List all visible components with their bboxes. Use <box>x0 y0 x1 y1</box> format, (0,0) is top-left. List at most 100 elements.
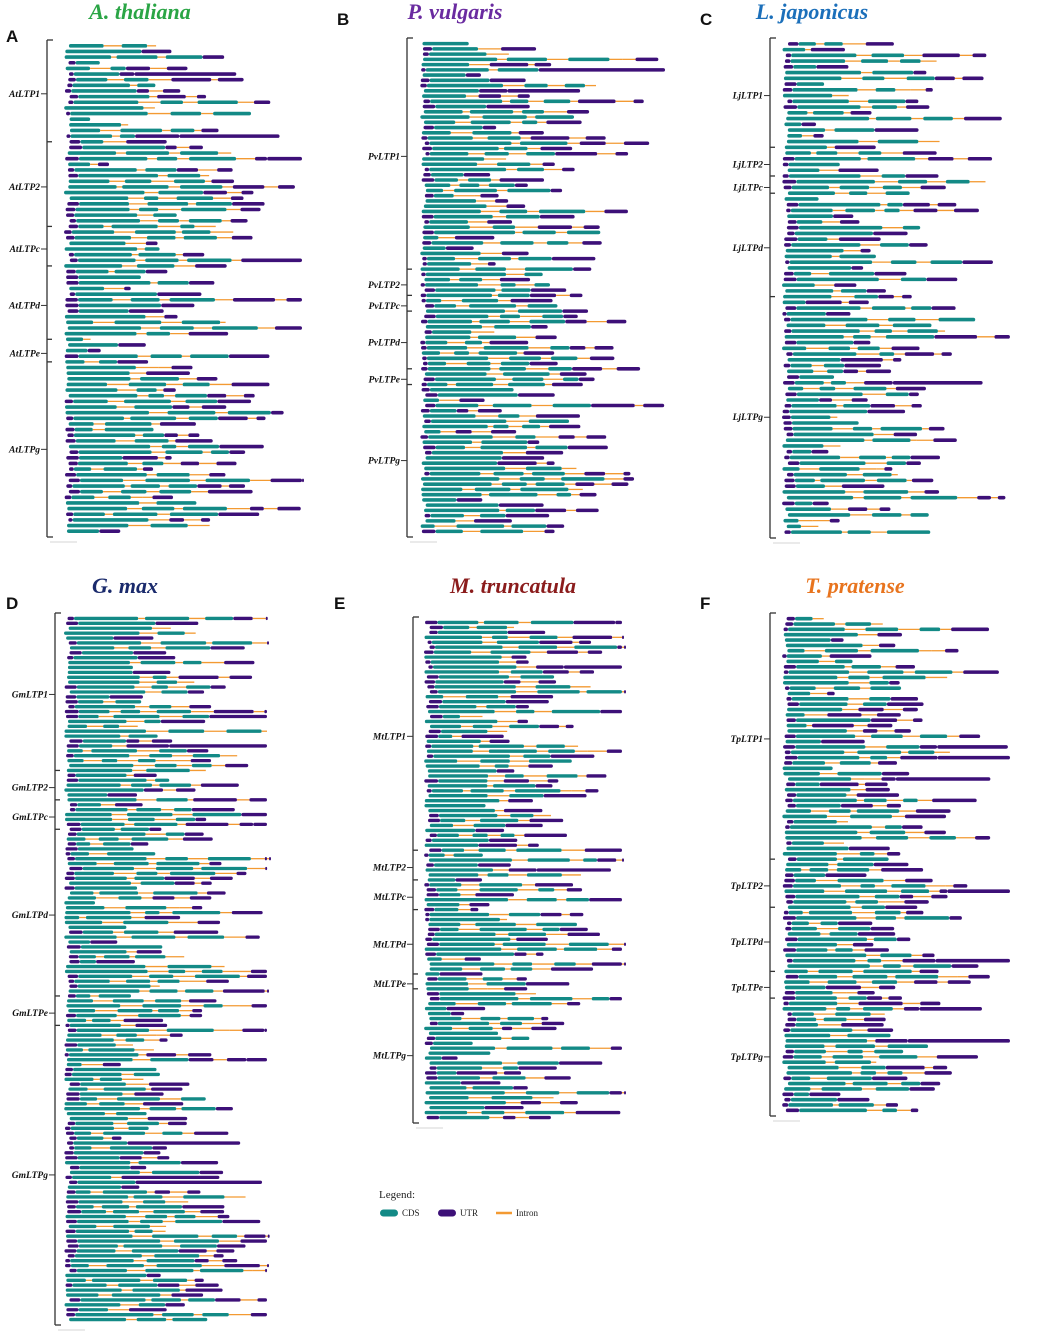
utr-mark <box>65 1067 74 1072</box>
utr-mark <box>66 1308 79 1312</box>
utr-mark <box>134 1092 164 1096</box>
gene-model <box>65 714 267 719</box>
cds-mark <box>73 512 105 517</box>
utr-mark <box>550 967 594 971</box>
utr-mark <box>833 214 854 218</box>
utr-mark <box>422 262 427 266</box>
cds-mark <box>138 207 159 212</box>
gene-model <box>421 351 555 355</box>
cds-mark <box>862 472 892 477</box>
utr-mark <box>232 185 265 189</box>
gene-model <box>783 910 924 915</box>
gene-model <box>786 398 868 402</box>
cds-mark <box>74 876 127 880</box>
utr-mark <box>429 690 438 694</box>
cds-mark <box>73 754 130 758</box>
cds-mark <box>899 59 921 63</box>
cds-mark <box>424 1006 447 1011</box>
gene-model <box>420 408 502 413</box>
cds-mark <box>433 754 511 758</box>
utr-mark <box>151 1087 183 1091</box>
utr-mark <box>489 739 510 743</box>
gene-model <box>66 1312 267 1317</box>
utr-mark <box>463 172 491 177</box>
cds-mark <box>153 213 177 217</box>
cds-mark <box>64 1102 88 1106</box>
cds-mark <box>64 901 96 905</box>
utr-mark <box>67 1254 75 1258</box>
gene-model <box>426 1076 571 1080</box>
gene-model <box>783 421 859 425</box>
cds-mark <box>885 392 909 397</box>
utr-mark <box>230 196 244 201</box>
cds-mark <box>517 309 563 313</box>
gene-model <box>69 1082 190 1086</box>
utr-mark <box>90 940 118 944</box>
utr-mark <box>240 207 261 212</box>
cds-mark <box>529 997 573 1001</box>
gene-model <box>787 358 902 362</box>
cds-mark <box>786 398 820 402</box>
gene-model <box>784 750 950 755</box>
species-title: A. thaliana <box>87 0 190 24</box>
gene-model <box>429 1066 557 1070</box>
utr-mark <box>65 427 75 432</box>
gene-model <box>66 529 121 533</box>
gene-model <box>64 399 252 404</box>
utr-mark <box>66 744 79 748</box>
cds-mark <box>785 868 802 872</box>
group-label: LjLTPc <box>732 183 764 193</box>
cds-mark <box>509 794 544 798</box>
gene-model <box>66 945 163 949</box>
cds-mark <box>146 1259 195 1263</box>
cds-mark <box>421 477 500 481</box>
gene-model <box>420 78 526 83</box>
cds-mark <box>433 230 516 235</box>
gene-model <box>424 508 599 513</box>
cds-mark <box>77 297 113 302</box>
gene-model <box>429 1016 549 1021</box>
cds-mark <box>141 506 175 511</box>
cds-mark <box>791 921 810 926</box>
gene-model <box>65 1013 203 1018</box>
utr-mark <box>243 393 255 398</box>
cds-mark <box>423 120 456 125</box>
utr-mark <box>425 620 438 625</box>
utr-mark <box>69 959 80 964</box>
cds-mark <box>784 980 810 984</box>
cds-mark <box>820 921 838 926</box>
cds-mark <box>796 179 876 184</box>
cds-mark <box>525 1110 565 1115</box>
cds-mark <box>830 380 847 385</box>
gene-model <box>784 122 817 127</box>
gene-model <box>423 172 491 177</box>
gene-model <box>782 490 940 494</box>
utr-mark <box>816 65 849 69</box>
cds-mark <box>91 1278 141 1282</box>
cds-mark <box>491 1096 533 1100</box>
gene-model <box>429 714 483 719</box>
cds-mark <box>919 627 941 632</box>
cds-mark <box>65 360 85 364</box>
utr-mark <box>517 719 529 724</box>
cds-mark <box>73 1151 144 1155</box>
cds-mark <box>782 444 824 448</box>
utr-mark <box>562 309 589 313</box>
cds-mark <box>72 484 125 488</box>
gene-model <box>785 507 891 511</box>
gene-model <box>784 878 933 883</box>
cds-mark <box>516 848 562 852</box>
utr-mark <box>510 298 553 303</box>
cds-mark <box>818 969 853 974</box>
cds-mark <box>524 83 548 88</box>
gene-model <box>786 495 1006 500</box>
cds-mark <box>824 42 843 46</box>
cds-mark <box>792 352 857 356</box>
gene-model <box>65 472 226 477</box>
utr-mark <box>459 398 485 403</box>
utr-mark <box>558 435 575 439</box>
gene-model <box>67 719 206 724</box>
utr-mark <box>546 461 555 465</box>
cds-mark <box>782 852 838 856</box>
utr-mark <box>68 489 81 494</box>
